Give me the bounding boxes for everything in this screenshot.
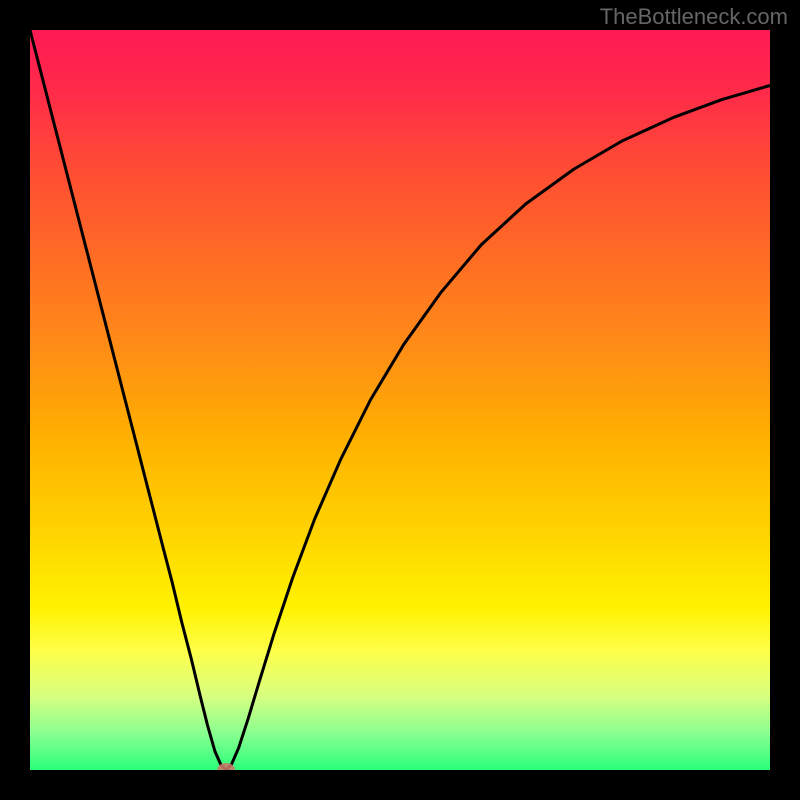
plot-area: [30, 30, 770, 770]
gradient-background: [30, 30, 770, 770]
chart-svg: [30, 30, 770, 770]
watermark-text: TheBottleneck.com: [600, 4, 788, 30]
chart-container: TheBottleneck.com: [0, 0, 800, 800]
